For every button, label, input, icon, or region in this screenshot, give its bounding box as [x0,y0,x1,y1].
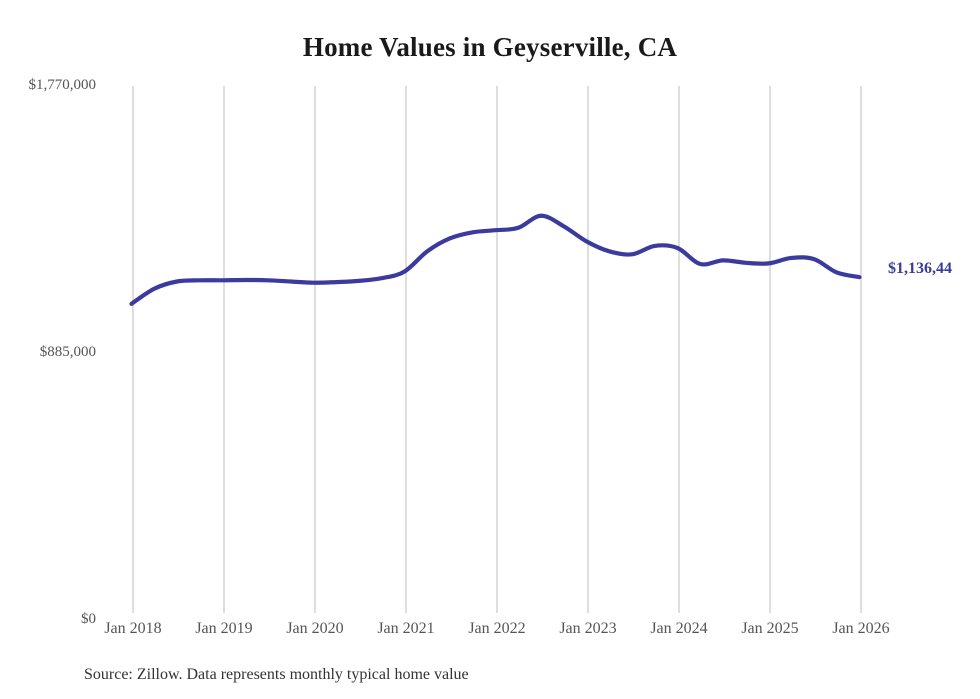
x-axis-tick-jan-2018: Jan 2018 [104,620,162,637]
y-axis-tick-1770000: $1,770,000 [28,77,97,93]
source-footnote: Source: Zillow. Data represents monthly … [84,666,469,683]
y-axis-tick-0: $0 [81,611,96,627]
series-end-value-label: $1,136,44 [888,260,952,277]
x-axis-tick-jan-2025: Jan 2025 [741,620,799,637]
series-line-typical-home-value [129,213,862,306]
page-title: Home Values in Geyserville, CA [302,32,678,62]
x-axis-tick-jan-2020: Jan 2020 [286,620,344,637]
x-axis-tick-jan-2023: Jan 2023 [559,620,617,637]
x-axis-tick-jan-2026: Jan 2026 [832,620,890,637]
gridlines [132,86,862,613]
y-axis-tick-885000: $885,000 [39,344,96,360]
x-axis-tick-jan-2019: Jan 2019 [195,620,253,637]
x-axis-tick-jan-2022: Jan 2022 [468,620,526,637]
x-axis-tick-jan-2024: Jan 2024 [650,620,708,637]
x-axis-tick-jan-2021: Jan 2021 [377,620,435,637]
